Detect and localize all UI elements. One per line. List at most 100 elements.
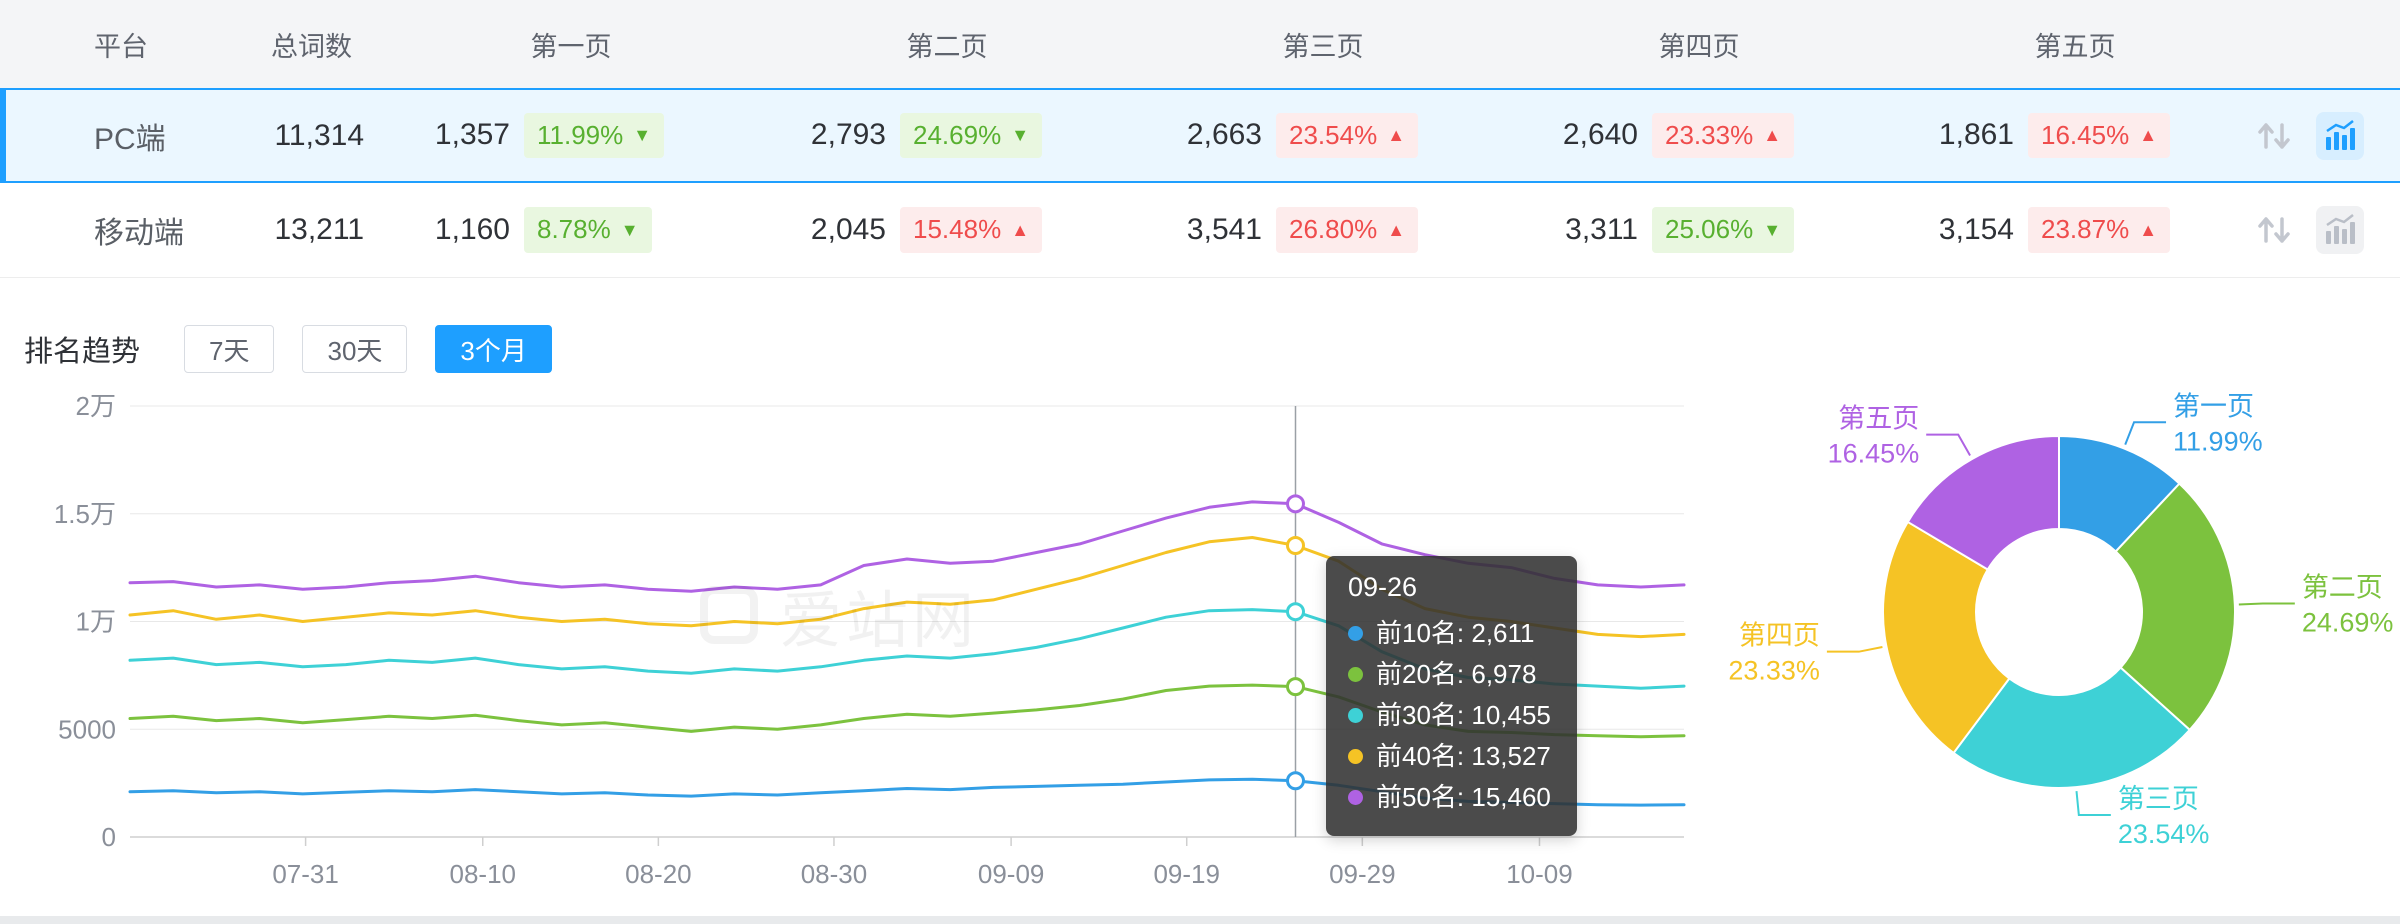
svg-text:10-09: 10-09 <box>1506 859 1573 889</box>
trend-chart-icon[interactable] <box>2316 111 2364 160</box>
row-actions <box>2250 206 2400 254</box>
svg-text:16.45%: 16.45% <box>1828 439 1920 469</box>
svg-text:09-19: 09-19 <box>1153 859 1220 889</box>
svg-text:08-30: 08-30 <box>801 859 868 889</box>
col-header-total: 总词数 <box>271 31 352 62</box>
up-down-arrows-icon[interactable] <box>2252 208 2296 252</box>
page1-cell: 1,357 11.99% ▼ <box>370 112 746 159</box>
svg-text:11.99%: 11.99% <box>2173 426 2263 456</box>
rank-trend-line-chart: 0 5000 1万 1.5万 2万 07-31 08-10 08-20 08-30 09-09 09… <box>54 392 1686 889</box>
tooltip-row: 前40名: 13,527 <box>1348 736 1551 777</box>
down-arrow-icon: ▼ <box>1763 219 1782 240</box>
tab-7days[interactable]: 7天 <box>184 325 275 373</box>
total-words: 13,211 <box>274 213 364 246</box>
page3-count: 3,541 <box>1186 212 1262 246</box>
page1-change-badge: 11.99% ▼ <box>524 112 665 159</box>
tooltip-row: 前10名: 2,611 <box>1348 613 1551 654</box>
svg-text:第五页: 第五页 <box>1838 404 1919 434</box>
up-arrow-icon: ▲ <box>2139 219 2158 240</box>
up-arrow-icon: ▲ <box>1387 219 1406 240</box>
page4-count: 2,640 <box>1562 118 1638 152</box>
svg-text:0: 0 <box>102 822 116 852</box>
page4-change-badge: 23.33% ▲ <box>1652 112 1795 159</box>
chart-tooltip: 09-26 前10名: 2,611 前20名: 6,978 前30名: 10,4… <box>1326 556 1577 836</box>
svg-text:2万: 2万 <box>76 392 116 421</box>
series-dot-top30 <box>1348 708 1363 723</box>
svg-text:第一页: 第一页 <box>2173 391 2254 421</box>
col-header-platform: 平台 <box>94 31 148 62</box>
down-arrow-icon: ▼ <box>633 125 652 146</box>
svg-text:09-09: 09-09 <box>978 859 1045 889</box>
period-tabs: 7天 30天 3个月 <box>184 325 552 373</box>
page4-cell: 2,640 23.33% ▲ <box>1498 112 1874 159</box>
col-header-page3: 第三页 <box>1282 31 1364 62</box>
page4-count: 3,311 <box>1565 212 1638 246</box>
tooltip-row: 前50名: 15,460 <box>1348 777 1551 818</box>
svg-text:08-10: 08-10 <box>450 859 517 889</box>
down-arrow-icon: ▼ <box>1011 125 1030 146</box>
page4-change-badge: 25.06% ▼ <box>1652 207 1795 253</box>
trend-chart-icon[interactable] <box>2316 206 2364 254</box>
svg-text:5000: 5000 <box>58 714 116 744</box>
tooltip-row: 前30名: 10,455 <box>1348 695 1551 736</box>
series-dot-top10 <box>1348 626 1363 641</box>
page2-change-badge: 15.48% ▲ <box>900 207 1043 253</box>
page5-cell: 3,154 23.87% ▲ <box>1874 207 2250 253</box>
page5-count: 3,154 <box>1938 212 2014 246</box>
up-arrow-icon: ▲ <box>1387 125 1406 146</box>
page2-count: 2,793 <box>810 118 886 152</box>
page1-change-badge: 8.78% ▼ <box>524 207 652 253</box>
page-share-donut-chart: 第一页 11.99% 第二页 24.69% 第三页 23.54% 第四页 23.33% 第五页 1… <box>1728 391 2394 849</box>
svg-text:09-29: 09-29 <box>1329 859 1396 889</box>
tooltip-row: 前20名: 6,978 <box>1348 654 1551 695</box>
table-row-mobile[interactable]: 移动端 13,211 1,160 8.78% ▼ 2,045 15.48% ▲ 3,… <box>0 183 2400 278</box>
page5-count: 1,861 <box>1938 118 2014 152</box>
up-down-arrows-icon[interactable] <box>2252 114 2296 158</box>
table-row-pc[interactable]: PC端 11,314 1,357 11.99% ▼ 2,793 24.69% ▼ 2… <box>0 88 2400 183</box>
page5-cell: 1,861 16.45% ▲ <box>1874 112 2250 159</box>
page3-cell: 3,541 26.80% ▲ <box>1122 207 1498 253</box>
table-header: 平台 总词数 第一页 第二页 第三页 第四页 第五页 <box>0 0 2400 88</box>
page3-change-badge: 26.80% ▲ <box>1276 207 1419 253</box>
svg-text:23.54%: 23.54% <box>2118 819 2210 849</box>
series-dot-top40 <box>1348 749 1363 764</box>
up-arrow-icon: ▲ <box>1011 219 1030 240</box>
svg-text:1.5万: 1.5万 <box>54 499 116 529</box>
platform-label: 移动端 <box>94 217 184 250</box>
col-header-page2: 第二页 <box>906 31 988 62</box>
page3-change-badge: 23.54% ▲ <box>1276 112 1419 159</box>
svg-text:07-31: 07-31 <box>272 859 339 889</box>
svg-text:23.33%: 23.33% <box>1728 656 1820 686</box>
platform-label: PC端 <box>94 122 166 156</box>
tab-3months[interactable]: 3个月 <box>435 325 552 373</box>
svg-text:08-20: 08-20 <box>625 859 692 889</box>
page3-count: 2,663 <box>1186 118 1262 152</box>
svg-text:第四页: 第四页 <box>1739 621 1820 651</box>
page5-change-badge: 16.45% ▲ <box>2028 112 2171 159</box>
col-header-page5: 第五页 <box>2034 31 2116 62</box>
page1-count: 1,357 <box>434 118 510 152</box>
row-actions <box>2250 111 2400 160</box>
page2-change-badge: 24.69% ▼ <box>900 112 1043 159</box>
series-dot-top50 <box>1348 790 1363 805</box>
up-arrow-icon: ▲ <box>1763 125 1782 146</box>
page1-count: 1,160 <box>434 212 510 246</box>
tooltip-date: 09-26 <box>1348 572 1418 602</box>
svg-text:第二页: 第二页 <box>2302 572 2383 602</box>
col-header-page4: 第四页 <box>1658 31 1740 62</box>
tab-30days[interactable]: 30天 <box>302 325 408 373</box>
total-words: 11,314 <box>274 118 364 152</box>
page1-cell: 1,160 8.78% ▼ <box>370 207 746 253</box>
svg-text:1万: 1万 <box>76 607 116 637</box>
up-arrow-icon: ▲ <box>2139 125 2158 146</box>
svg-text:第三页: 第三页 <box>2118 784 2199 814</box>
svg-text:24.69%: 24.69% <box>2302 607 2394 637</box>
page4-cell: 3,311 25.06% ▼ <box>1498 207 1874 253</box>
col-header-page1: 第一页 <box>530 31 612 62</box>
page2-count: 2,045 <box>810 212 886 246</box>
series-dot-top20 <box>1348 667 1363 682</box>
page3-cell: 2,663 23.54% ▲ <box>1122 112 1498 159</box>
down-arrow-icon: ▼ <box>620 219 639 240</box>
page2-cell: 2,793 24.69% ▼ <box>746 112 1122 159</box>
